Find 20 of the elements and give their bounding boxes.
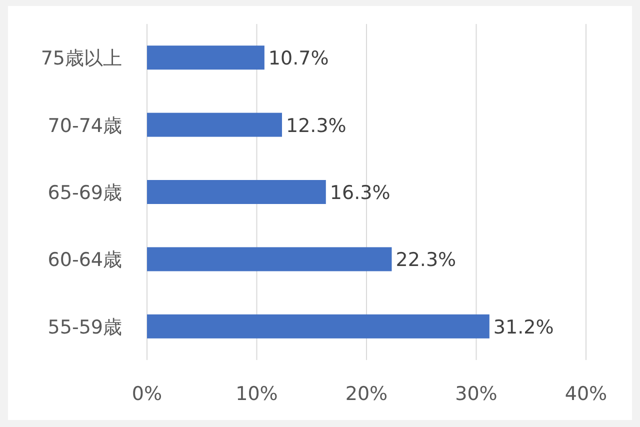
data-label: 22.3% bbox=[396, 249, 456, 272]
x-tick-label: 10% bbox=[236, 383, 278, 405]
data-label: 12.3% bbox=[286, 114, 346, 137]
x-tick-label: 0% bbox=[132, 383, 162, 405]
x-tick-label: 40% bbox=[564, 383, 608, 405]
x-tick-label: 20% bbox=[345, 383, 388, 405]
bar bbox=[147, 314, 490, 338]
bar bbox=[147, 112, 282, 137]
y-tick-label: 65-69歳 bbox=[48, 182, 122, 204]
bar bbox=[147, 247, 392, 272]
y-tick-label: 70-74歳 bbox=[48, 114, 122, 137]
data-label: 10.7% bbox=[268, 48, 329, 70]
x-tick-label: 30% bbox=[455, 383, 498, 405]
y-tick-label: 60-64歳 bbox=[48, 249, 122, 272]
data-label: 31.2% bbox=[493, 316, 554, 338]
y-tick-label: 55-59歳 bbox=[48, 316, 122, 338]
data-label: 16.3% bbox=[330, 182, 390, 204]
y-tick-label: 75歳以上 bbox=[40, 48, 122, 70]
bar bbox=[147, 180, 326, 204]
bar bbox=[147, 46, 264, 70]
